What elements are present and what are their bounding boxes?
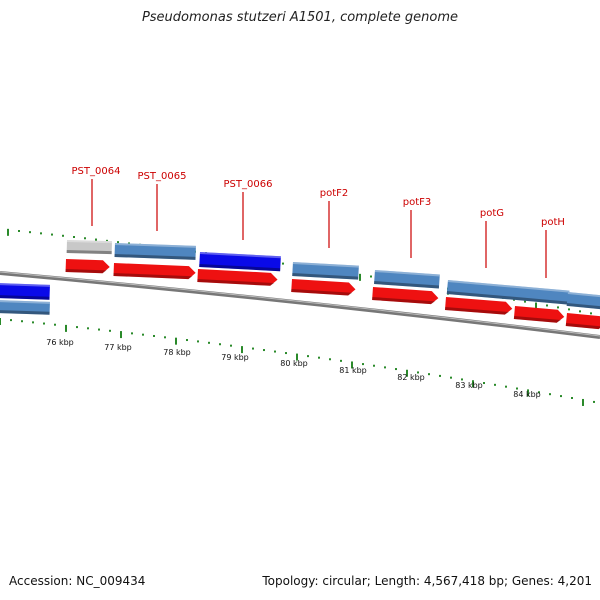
kbp-label: 78 kbp xyxy=(163,348,191,357)
gene-label: potF2 xyxy=(320,188,349,199)
kbp-label: 77 kbp xyxy=(104,343,132,352)
accession-text: Accession: NC_009434 xyxy=(9,574,146,588)
gene-label: potH xyxy=(541,217,565,228)
gene-bar-potf3 xyxy=(374,270,440,289)
gene-bar-pst0064 xyxy=(66,240,112,255)
cds-arrow-potf3 xyxy=(372,287,439,305)
gene-bar-potg xyxy=(446,279,570,305)
kbp-label: 83 kbp xyxy=(455,381,483,390)
gene-label: PST_0064 xyxy=(72,166,121,177)
kbp-label: 82 kbp xyxy=(397,373,425,382)
cds-arrow-pst0064 xyxy=(65,259,110,274)
gene-bar-pst0065 xyxy=(114,243,196,260)
gene-label: PST_0066 xyxy=(224,179,273,190)
cds-arrow-potf2 xyxy=(291,279,356,296)
gene-bar-poth xyxy=(566,291,600,310)
kbp-label: 79 kbp xyxy=(221,353,249,362)
feature-track xyxy=(0,240,600,330)
gene-label: potG xyxy=(480,208,504,219)
map-title: Pseudomonas stutzeri A1501, complete gen… xyxy=(141,10,459,25)
feature-blue-left xyxy=(0,283,50,300)
cds-arrow-potg xyxy=(444,297,513,315)
gene-bar-potf2 xyxy=(292,262,359,280)
gene-label: PST_0065 xyxy=(138,171,187,182)
gene-label-layer: PST_0064 PST_0065 PST_0066 potF2 potF3 potG po… xyxy=(72,166,565,278)
genome-backbone-highlight xyxy=(0,271,600,337)
kbp-label: 76 kbp xyxy=(46,338,74,347)
inner-tick-ring xyxy=(0,318,595,406)
cds-arrow-pst0065 xyxy=(113,263,196,280)
cds-arrow-pst0066 xyxy=(197,269,278,286)
kbp-label: 81 kbp xyxy=(339,366,367,375)
gene-bar-left xyxy=(0,300,50,315)
cds-arrow-poth xyxy=(513,306,565,323)
feature-bar-pst0066 xyxy=(199,251,281,272)
genome-backbone xyxy=(0,271,600,339)
kbp-label-layer: 76 kbp 77 kbp 78 kbp 79 kbp 80 kbp 81 kbp 82 k… xyxy=(46,338,541,399)
gene-label: potF3 xyxy=(403,197,432,208)
kbp-label: 80 kbp xyxy=(280,359,308,368)
cds-arrow-next xyxy=(565,313,600,330)
kbp-label: 84 kbp xyxy=(513,390,541,399)
genome-summary-text: Topology: circular; Length: 4,567,418 bp… xyxy=(262,574,592,588)
